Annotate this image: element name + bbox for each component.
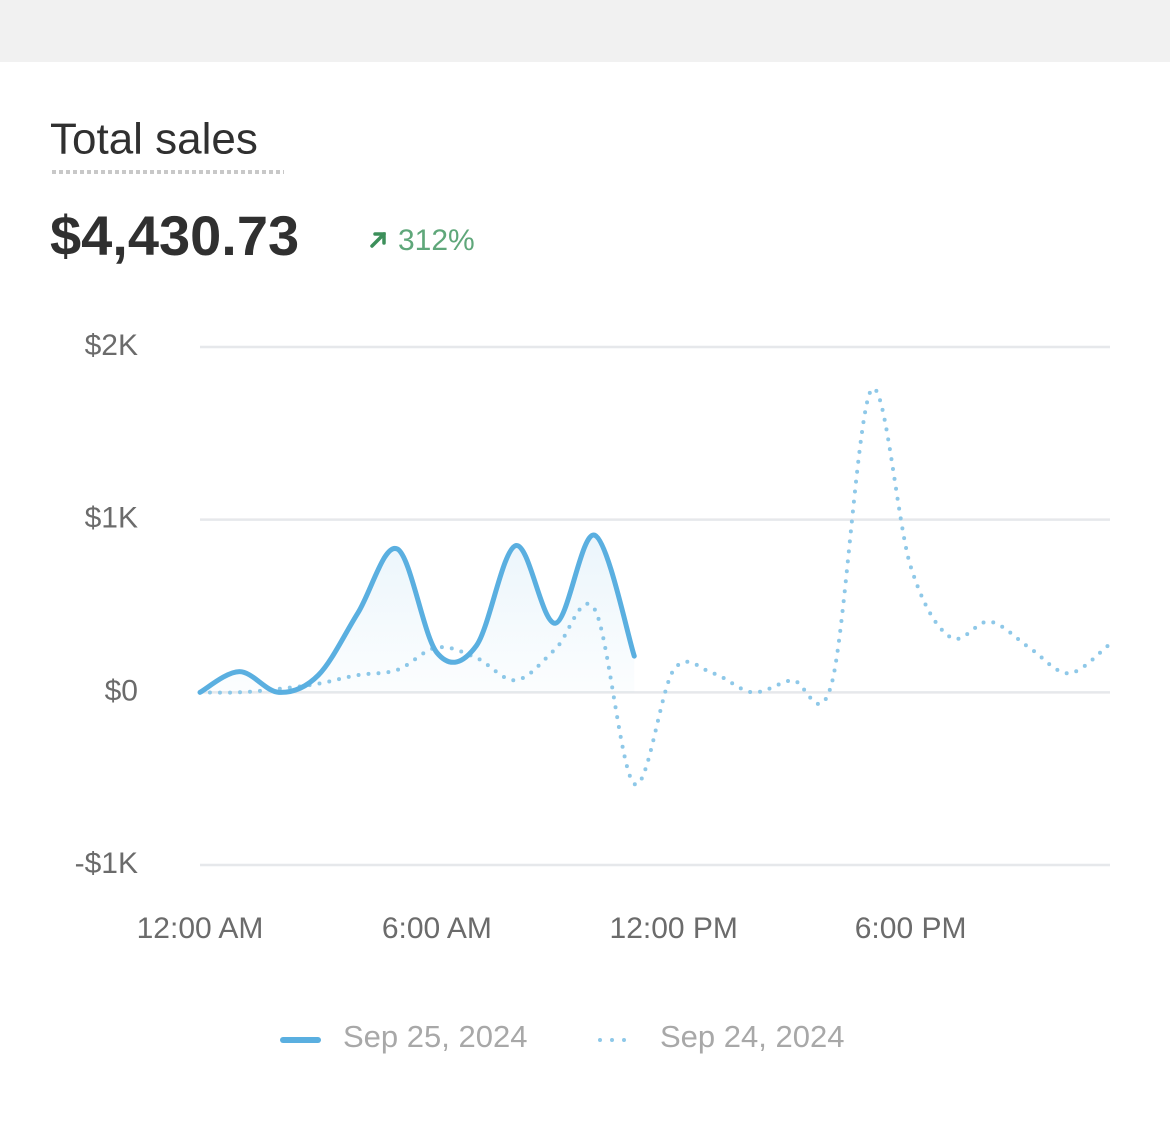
legend-label: Sep 24, 2024 xyxy=(660,1019,844,1054)
top-bar xyxy=(0,0,1170,62)
y-tick-label: -$1K xyxy=(75,847,138,880)
up-arrow xyxy=(370,232,386,248)
series-line xyxy=(198,386,1110,787)
x-tick-label: 6:00 AM xyxy=(382,912,492,945)
change-percent: 312% xyxy=(398,224,475,257)
x-tick-label: 6:00 PM xyxy=(855,912,967,945)
legend-label: Sep 25, 2024 xyxy=(343,1019,527,1054)
y-tick-label: $0 xyxy=(105,674,138,707)
y-tick-label: $2K xyxy=(85,329,138,362)
x-tick-label: 12:00 AM xyxy=(137,912,264,945)
series-line xyxy=(197,532,637,695)
card-title[interactable]: Total sales xyxy=(50,115,258,164)
total-value: $4,430.73 xyxy=(50,204,299,267)
x-tick-label: 12:00 PM xyxy=(610,912,738,945)
series-area xyxy=(200,534,635,693)
y-tick-label: $1K xyxy=(85,502,138,535)
